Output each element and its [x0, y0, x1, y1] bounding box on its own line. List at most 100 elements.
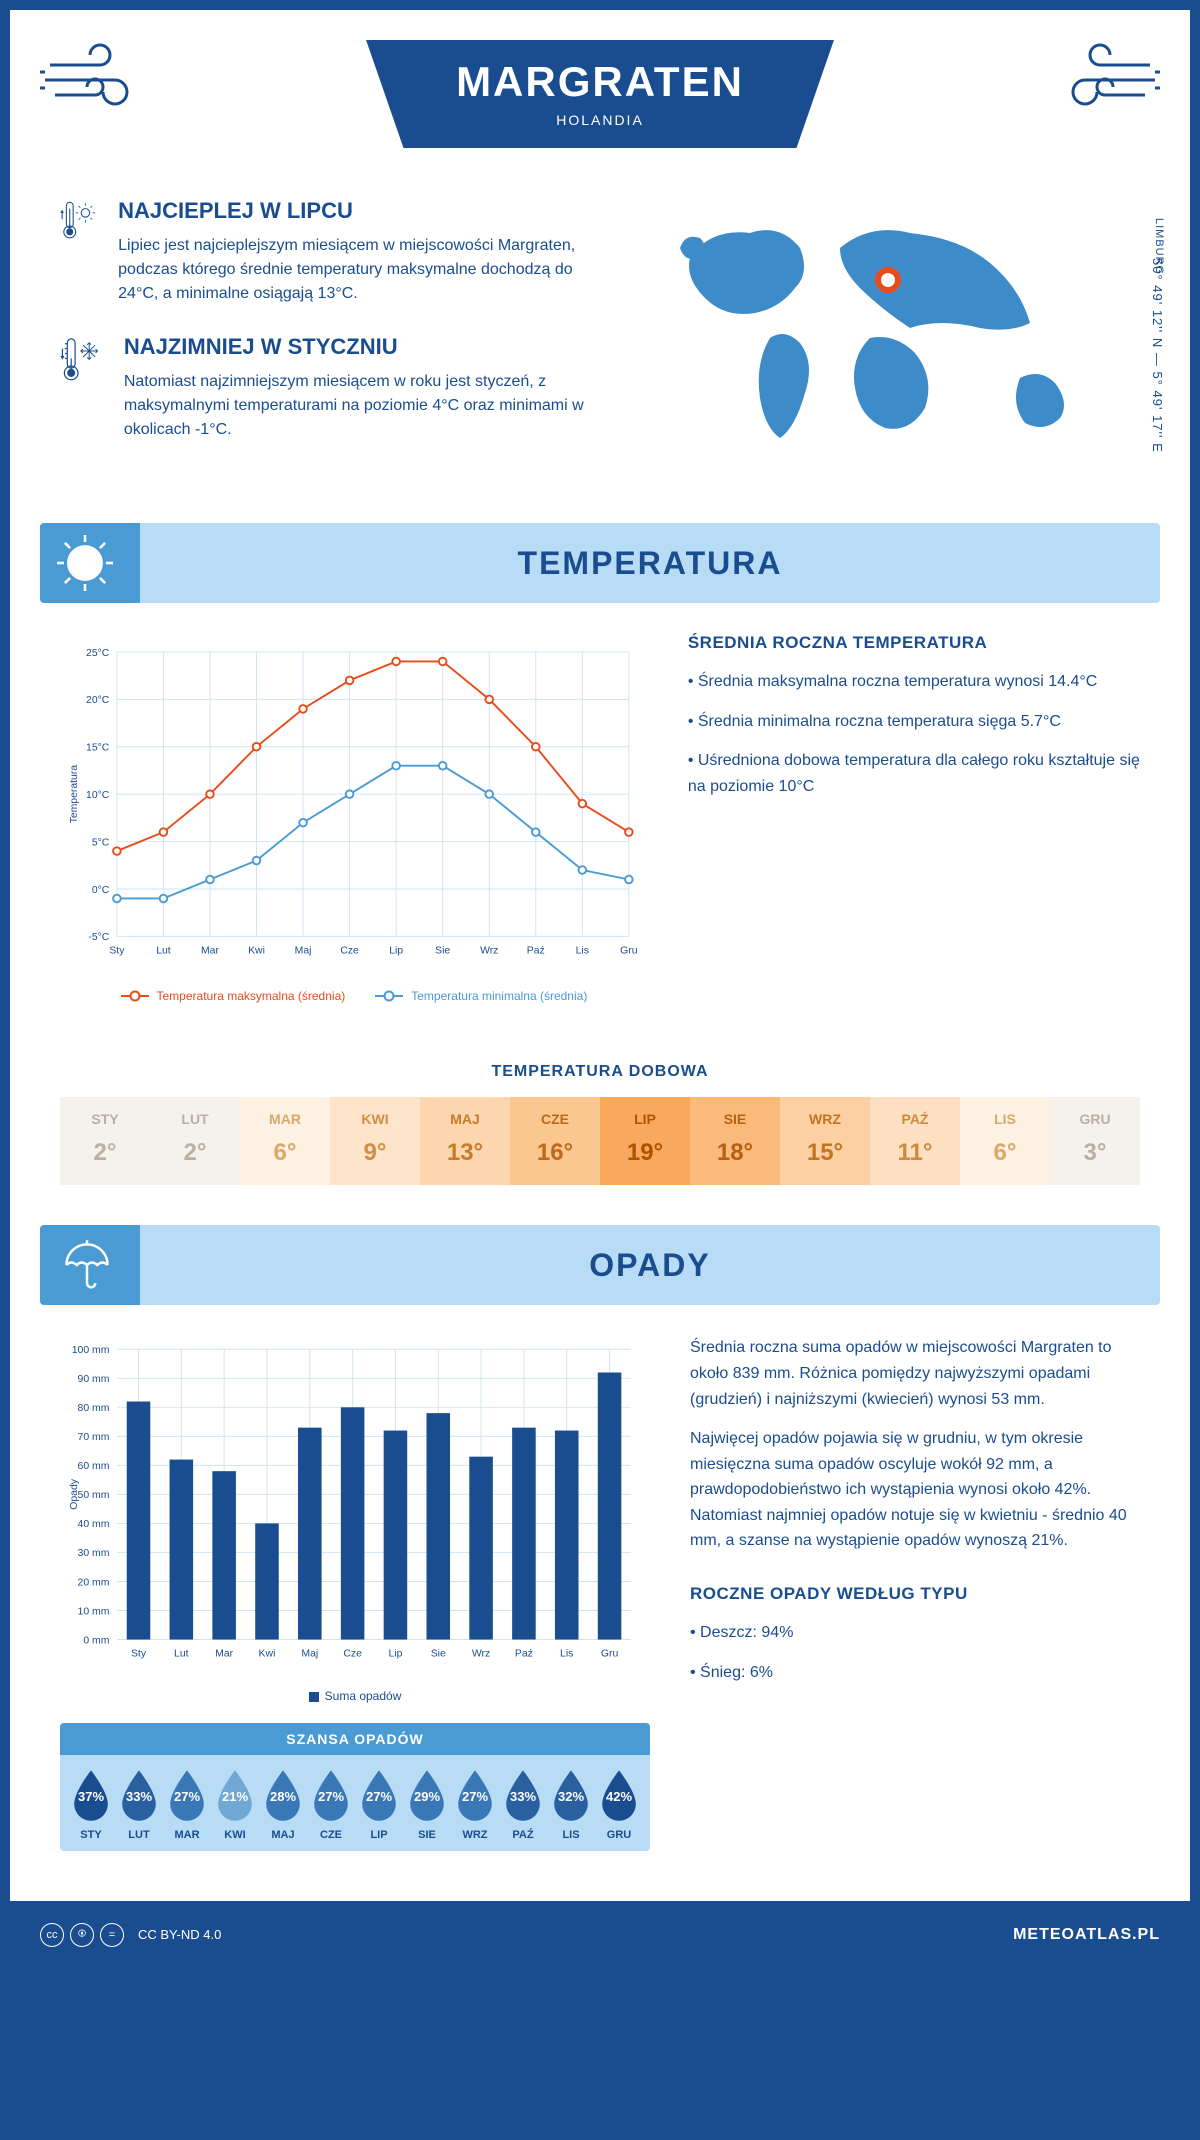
section-title: OPADY [140, 1247, 1160, 1284]
daily-temp-title: TEMPERATURA DOBOWA [10, 1063, 1190, 1081]
chance-cell: 42%GRU [596, 1767, 642, 1841]
svg-text:Gru: Gru [620, 945, 638, 956]
svg-text:Lis: Lis [560, 1649, 573, 1660]
precip-text-1: Średnia roczna suma opadów w miejscowośc… [690, 1335, 1140, 1412]
svg-text:Gru: Gru [601, 1649, 619, 1660]
svg-text:70 mm: 70 mm [78, 1432, 110, 1443]
daily-temp-cell: MAJ13° [420, 1097, 510, 1185]
svg-text:Kwi: Kwi [248, 945, 265, 956]
chance-title: SZANSA OPADÓW [60, 1723, 650, 1755]
precip-type-item: Śnieg: 6% [690, 1660, 1140, 1686]
hot-title: NAJCIEPLEJ W LIPCU [118, 198, 610, 224]
chance-cell: 27%CZE [308, 1767, 354, 1841]
chance-cell: 33%PAŹ [500, 1767, 546, 1841]
svg-text:Sty: Sty [131, 1649, 147, 1660]
cc-icons: cc 🅯 = [40, 1923, 124, 1947]
precipitation-chance-table: SZANSA OPADÓW 37%STY33%LUT27%MAR21%KWI28… [60, 1723, 650, 1851]
daily-temp-cell: LIS6° [960, 1097, 1050, 1185]
precipitation-bar-chart: 0 mm10 mm20 mm30 mm40 mm50 mm60 mm70 mm8… [60, 1335, 650, 1703]
svg-text:25°C: 25°C [86, 648, 110, 659]
svg-text:40 mm: 40 mm [78, 1520, 110, 1531]
svg-text:Opady: Opady [69, 1479, 80, 1511]
thermometer-sun-icon [60, 198, 98, 306]
temperature-section-header: TEMPERATURA [40, 523, 1160, 603]
svg-text:5°C: 5°C [92, 837, 110, 848]
chance-cell: 28%MAJ [260, 1767, 306, 1841]
svg-text:Cze: Cze [343, 1649, 362, 1660]
header-banner: MARGRATEN HOLANDIA [366, 40, 834, 148]
by-icon: 🅯 [70, 1923, 94, 1947]
chance-cell: 29%SIE [404, 1767, 450, 1841]
daily-temp-cell: KWI9° [330, 1097, 420, 1185]
chance-cell: 27%MAR [164, 1767, 210, 1841]
svg-text:100 mm: 100 mm [72, 1345, 110, 1356]
svg-text:Wrz: Wrz [480, 945, 498, 956]
footer: cc 🅯 = CC BY-ND 4.0 METEOATLAS.PL [10, 1911, 1190, 1959]
svg-text:Maj: Maj [301, 1649, 318, 1660]
svg-text:Mar: Mar [215, 1649, 234, 1660]
hot-info-block: NAJCIEPLEJ W LIPCU Lipiec jest najcieple… [60, 198, 610, 306]
sun-icon [40, 523, 140, 603]
svg-text:Paź: Paź [527, 945, 545, 956]
daily-temp-cell: GRU3° [1050, 1097, 1140, 1185]
svg-text:80 mm: 80 mm [78, 1403, 110, 1414]
svg-text:0°C: 0°C [92, 885, 110, 896]
svg-text:60 mm: 60 mm [78, 1461, 110, 1472]
chance-cell: 37%STY [68, 1767, 114, 1841]
svg-text:10 mm: 10 mm [78, 1607, 110, 1618]
svg-text:20 mm: 20 mm [78, 1578, 110, 1589]
daily-temp-table: STY2°LUT2°MAR6°KWI9°MAJ13°CZE16°LIP19°SI… [60, 1097, 1140, 1185]
header: MARGRATEN HOLANDIA [10, 10, 1190, 188]
city-title: MARGRATEN [456, 58, 744, 106]
coordinates-label: 50° 49' 12'' N — 5° 49' 17'' E [1150, 258, 1165, 453]
precip-type-title: ROCZNE OPADY WEDŁUG TYPU [690, 1584, 1140, 1604]
svg-text:Sie: Sie [431, 1649, 446, 1660]
svg-text:Maj: Maj [295, 945, 312, 956]
svg-text:Sie: Sie [435, 945, 450, 956]
temp-summary-list: Średnia maksymalna roczna temperatura wy… [688, 669, 1140, 799]
svg-text:Mar: Mar [201, 945, 219, 956]
cold-text: Natomiast najzimniejszym miesiącem w rok… [124, 370, 610, 442]
daily-temp-cell: SIE18° [690, 1097, 780, 1185]
chance-cell: 21%KWI [212, 1767, 258, 1841]
hot-text: Lipiec jest najcieplejszym miesiącem w m… [118, 234, 610, 306]
svg-text:15°C: 15°C [86, 743, 110, 754]
thermometer-snow-icon [60, 334, 104, 442]
license-text: CC BY-ND 4.0 [138, 1927, 221, 1942]
wind-icon [1020, 40, 1160, 120]
svg-text:Cze: Cze [340, 945, 359, 956]
svg-text:-5°C: -5°C [88, 932, 109, 943]
daily-temp-cell: CZE16° [510, 1097, 600, 1185]
world-map: LIMBURG 50° 49' 12'' N — 5° 49' 17'' E [640, 198, 1140, 483]
svg-text:30 mm: 30 mm [78, 1549, 110, 1560]
svg-text:Lut: Lut [174, 1649, 189, 1660]
chance-cell: 27%WRZ [452, 1767, 498, 1841]
temp-summary-item: Średnia minimalna roczna temperatura się… [688, 709, 1140, 735]
temp-summary-title: ŚREDNIA ROCZNA TEMPERATURA [688, 633, 1140, 653]
svg-text:Paź: Paź [515, 1649, 533, 1660]
cold-info-block: NAJZIMNIEJ W STYCZNIU Natomiast najzimni… [60, 334, 610, 442]
cold-title: NAJZIMNIEJ W STYCZNIU [124, 334, 610, 360]
daily-temp-cell: LUT2° [150, 1097, 240, 1185]
svg-text:Kwi: Kwi [259, 1649, 276, 1660]
legend-max: Temperatura maksymalna (średnia) [157, 989, 346, 1003]
chance-cell: 27%LIP [356, 1767, 402, 1841]
svg-text:Lut: Lut [156, 945, 171, 956]
legend-min: Temperatura minimalna (średnia) [411, 989, 587, 1003]
temperature-line-chart: -5°C0°C5°C10°C15°C20°C25°CStyLutMarKwiMa… [60, 633, 648, 1003]
site-name: METEOATLAS.PL [1013, 1926, 1160, 1944]
precipitation-section-header: OPADY [40, 1225, 1160, 1305]
svg-text:Lis: Lis [576, 945, 589, 956]
country-subtitle: HOLANDIA [456, 112, 744, 128]
svg-text:Sty: Sty [109, 945, 125, 956]
svg-text:20°C: 20°C [86, 695, 110, 706]
svg-text:0 mm: 0 mm [83, 1636, 109, 1647]
nd-icon: = [100, 1923, 124, 1947]
chance-cell: 32%LIS [548, 1767, 594, 1841]
daily-temp-cell: PAŹ11° [870, 1097, 960, 1185]
svg-text:Lip: Lip [388, 1649, 402, 1660]
section-title: TEMPERATURA [140, 545, 1160, 582]
wind-icon [40, 40, 180, 120]
svg-text:Temperatura: Temperatura [69, 765, 80, 824]
daily-temp-cell: STY2° [60, 1097, 150, 1185]
